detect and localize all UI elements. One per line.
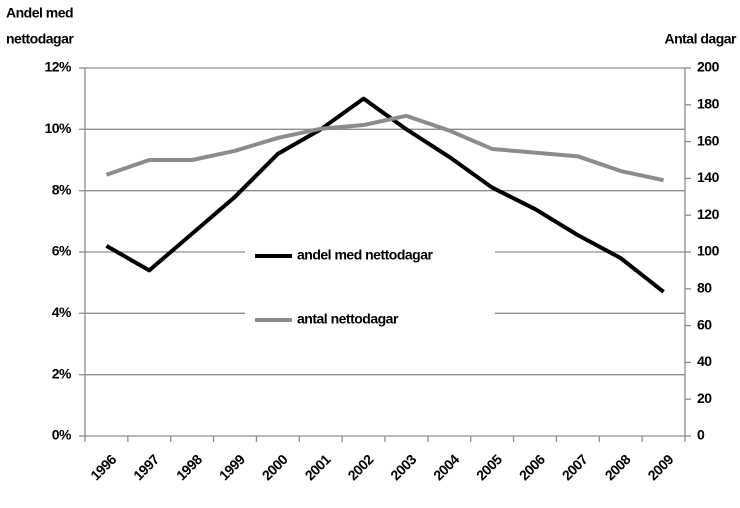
- y-tick-label: 6%: [52, 243, 72, 259]
- x-tick-label: 2000: [259, 451, 291, 483]
- x-tick-label: 1998: [173, 451, 205, 483]
- y-tick-label: 0%: [52, 427, 72, 443]
- x-tick-label: 1999: [216, 451, 248, 483]
- x-tick-label: 2004: [430, 451, 462, 483]
- y2-tick-label: 160: [697, 132, 720, 148]
- x-tick-label: 2009: [644, 451, 676, 483]
- y-tick-label: 8%: [52, 181, 72, 197]
- y2-tick-label: 40: [697, 353, 712, 369]
- x-tick-label: 2007: [559, 451, 591, 483]
- x-tick-label: 2008: [602, 451, 634, 483]
- y-tick-label: 10%: [44, 120, 72, 136]
- line: [105, 113, 664, 183]
- x-tick-label: 2003: [387, 451, 419, 483]
- y2-tick-label: 200: [697, 59, 720, 75]
- legend-label: antal nettodagar: [297, 311, 399, 327]
- legend-label: andel med nettodagar: [297, 247, 434, 263]
- y2-tick-label: 100: [697, 243, 720, 259]
- x-tick-label: 2006: [516, 451, 548, 483]
- y2-tick-label: 0: [697, 427, 705, 443]
- y2-tick-label: 180: [697, 96, 720, 112]
- y2-tick-label: 60: [697, 316, 712, 332]
- y-tick-label: 2%: [52, 365, 72, 381]
- y2-tick-label: 120: [697, 206, 720, 222]
- y-tick-label: 4%: [52, 304, 72, 320]
- y2-tick-label: 140: [697, 169, 720, 185]
- y-axis-title: nettodagar: [6, 31, 74, 47]
- y-tick-label: 12%: [44, 59, 72, 75]
- x-tick-label: 2002: [344, 451, 376, 483]
- x-tick-label: 2001: [302, 451, 334, 483]
- x-tick-label: 1996: [87, 451, 119, 483]
- line: [105, 96, 665, 294]
- y2-axis-title: Antal dagar: [664, 31, 737, 47]
- y2-tick-label: 20: [697, 390, 712, 406]
- y2-tick-label: 80: [697, 280, 712, 296]
- x-tick-label: 1997: [130, 451, 162, 483]
- x-tick-label: 2005: [473, 451, 505, 483]
- y-axis-title: Andel med: [6, 5, 73, 21]
